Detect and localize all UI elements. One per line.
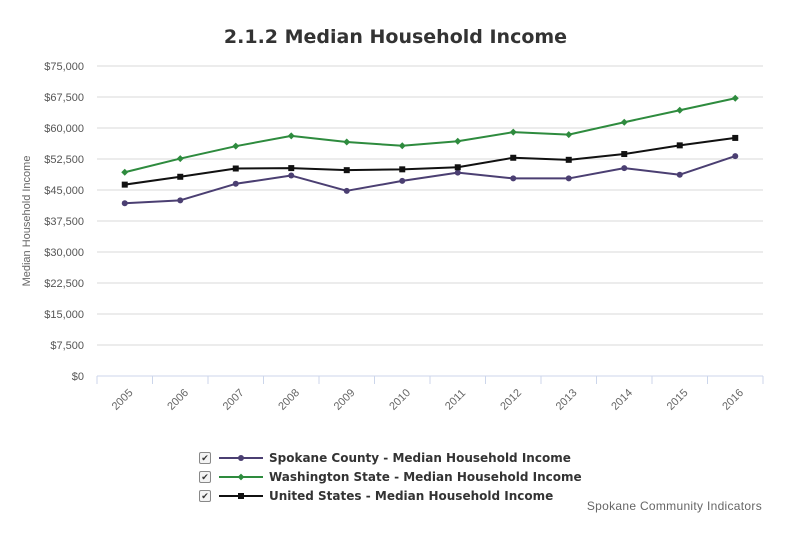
- data-point: [177, 173, 184, 180]
- data-point: [399, 177, 406, 184]
- data-point: [732, 134, 739, 141]
- data-point: [454, 164, 461, 171]
- legend-checkbox-washington-state[interactable]: ✔: [199, 471, 211, 483]
- legend-line-united-states: [219, 491, 263, 501]
- legend: ✔ Spokane County - Median Household Inco…: [199, 449, 582, 506]
- data-point: [288, 165, 295, 172]
- y-tick-label: $15,000: [44, 309, 84, 321]
- x-tick-label: 2016: [720, 387, 746, 413]
- y-tick-label: $45,000: [44, 185, 84, 197]
- y-tick-label: $22,500: [44, 278, 84, 290]
- legend-item-washington-state[interactable]: ✔ Washington State - Median Household In…: [199, 468, 582, 486]
- data-point: [620, 118, 628, 126]
- data-point: [565, 131, 573, 139]
- legend-line-spokane-county: [219, 453, 263, 463]
- legend-item-spokane-county[interactable]: ✔ Spokane County - Median Household Inco…: [199, 449, 582, 467]
- legend-label-washington-state: Washington State - Median Household Inco…: [269, 470, 582, 484]
- y-tick-label: $37,500: [44, 216, 84, 228]
- legend-checkbox-spokane-county[interactable]: ✔: [199, 452, 211, 464]
- series-line-0: [124, 155, 736, 205]
- y-tick-label: $7,500: [50, 340, 84, 352]
- chart-plot: $0 $7,500 $15,000 $22,500 $30,000 $37,500 $45,…: [21, 61, 764, 413]
- data-point: [121, 168, 129, 176]
- data-point: [288, 172, 295, 179]
- data-point: [287, 132, 295, 140]
- data-point: [454, 137, 462, 145]
- data-point: [121, 200, 128, 207]
- x-tick-label: 2015: [665, 387, 691, 413]
- x-tick-label: 2005: [110, 387, 136, 413]
- data-point: [176, 155, 184, 163]
- legend-line-washington-state: [219, 472, 263, 482]
- data-point: [510, 175, 517, 182]
- data-point: [676, 106, 684, 114]
- x-tick-label: 2011: [443, 387, 468, 412]
- y-tick-label: $30,000: [44, 247, 84, 259]
- data-point: [232, 142, 240, 150]
- y-tick-label: $52,500: [44, 154, 84, 166]
- chart-credits[interactable]: Spokane Community Indicators: [586, 499, 762, 513]
- data-point: [732, 153, 739, 160]
- series-line-1: [124, 97, 736, 174]
- series-line-2: [124, 136, 736, 186]
- data-point: [509, 128, 517, 136]
- data-point: [621, 151, 628, 158]
- legend-label-united-states: United States - Median Household Income: [269, 489, 554, 503]
- x-tick-label: 2008: [276, 387, 302, 413]
- y-tick-label: $75,000: [44, 61, 84, 73]
- data-point: [232, 165, 239, 172]
- data-point: [343, 167, 350, 174]
- data-point: [565, 156, 572, 163]
- data-point: [731, 94, 739, 102]
- x-tick-label: 2010: [387, 387, 413, 413]
- x-tick-label: 2009: [332, 387, 358, 413]
- data-point: [398, 142, 406, 150]
- data-point: [565, 175, 572, 182]
- legend-label-spokane-county: Spokane County - Median Household Income: [269, 451, 571, 465]
- data-point: [676, 142, 683, 149]
- data-point: [399, 166, 406, 173]
- x-tick-label: 2013: [554, 387, 580, 413]
- x-tick-label: 2007: [221, 387, 247, 413]
- chart-title: 2.1.2 Median Household Income: [223, 26, 568, 48]
- data-point: [510, 154, 517, 161]
- y-axis-title: Median Household Income: [21, 156, 33, 287]
- data-point: [621, 165, 628, 172]
- data-point: [121, 181, 128, 188]
- y-tick-label: $0: [72, 371, 84, 383]
- data-point: [343, 187, 350, 194]
- data-point: [676, 171, 683, 178]
- x-tick-label: 2012: [498, 387, 524, 413]
- y-tick-label: $60,000: [44, 123, 84, 135]
- x-tick-label: 2006: [165, 387, 191, 413]
- legend-checkbox-united-states[interactable]: ✔: [199, 490, 211, 502]
- data-point: [454, 169, 461, 176]
- data-point: [343, 138, 351, 146]
- data-point: [232, 180, 239, 187]
- x-tick-label: 2014: [609, 387, 635, 413]
- data-point: [177, 197, 184, 204]
- legend-item-united-states[interactable]: ✔ United States - Median Household Incom…: [199, 487, 582, 505]
- y-tick-label: $67,500: [44, 92, 84, 104]
